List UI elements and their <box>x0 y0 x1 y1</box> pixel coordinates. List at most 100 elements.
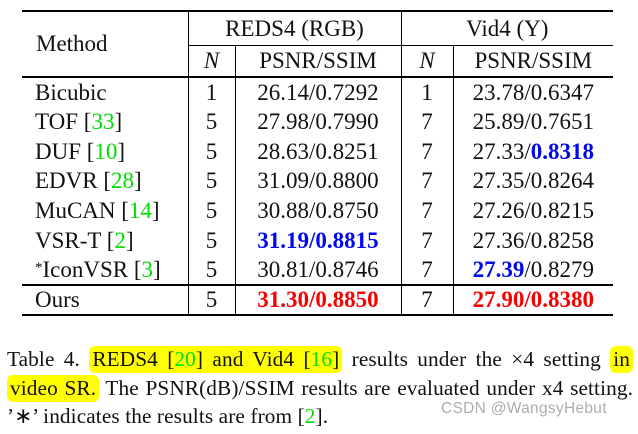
text-fragment: 31.30/0.8850 <box>257 287 379 312</box>
n-frames-cell: 5 <box>187 136 235 167</box>
text-fragment: /0.8279 <box>524 256 594 282</box>
psnr-ssim-cell: 30.88/0.8750 <box>234 195 401 226</box>
text-fragment: ] <box>134 168 142 194</box>
n-frames-cell: 7 <box>400 166 453 196</box>
text-fragment: 31.09/0.8800 <box>257 168 379 194</box>
table-group-header-row: Method REDS4 (RGB) Vid4 (Y) <box>22 11 614 78</box>
psnr-ssim-cell: 27.39/0.8279 <box>452 255 614 285</box>
watermark: CSDN @WangsyHebut <box>441 400 607 417</box>
n-frames-cell: 7 <box>400 195 453 226</box>
table-row-ours: Ours 5 31.30/0.8850 7 27.90/0.8380 <box>22 283 614 315</box>
text-fragment: ] <box>151 197 160 223</box>
text-fragment: 30.81/0.8746 <box>257 256 379 282</box>
table-row: DUF [10] 5 28.63/0.8251 7 27.33/0.8318 <box>22 136 614 167</box>
text-fragment: 27.39 <box>472 256 525 282</box>
caption-citation-number: 2 <box>304 404 316 428</box>
text-fragment: 26.14/0.7292 <box>257 79 379 105</box>
text-fragment: 25.89/0.7651 <box>472 108 594 134</box>
text-fragment: 31.19/0.8815 <box>257 227 379 253</box>
text-fragment: results under the ×4 setting <box>342 347 611 371</box>
method-cell: VSR-T [2] <box>22 225 188 255</box>
table-row: MuCAN [14] 5 30.88/0.8750 7 27.26/0.8215 <box>22 195 614 226</box>
text-fragment: REDS4 [ <box>92 347 175 371</box>
text-fragment: Bicubic <box>35 79 107 105</box>
table-row: TOF [33] 5 27.98/0.7990 7 25.89/0.7651 <box>22 106 614 137</box>
psnr-ssim-cell: 27.98/0.7990 <box>234 106 401 137</box>
text-fragment: 27.90/0.8380 <box>472 287 594 312</box>
text-fragment: 27.98/0.7990 <box>257 108 379 134</box>
table-row: *IconVSR [3] 5 30.81/0.8746 7 27.39/0.8279 <box>22 255 614 285</box>
method-cell: MuCAN [14] <box>22 196 188 226</box>
text-fragment: IconVSR [ <box>42 256 142 282</box>
caption-text: results under the ×4 setting <box>342 347 610 371</box>
citation-number: 2 <box>114 227 126 253</box>
col-group-vid4: Vid4 (Y) <box>400 11 614 46</box>
n-frames-cell: 5 <box>187 283 235 315</box>
n-frames-cell: 5 <box>187 255 235 285</box>
psnr-ssim-cell: 31.09/0.8800 <box>234 166 401 196</box>
text-fragment: MuCAN [ <box>35 197 129 223</box>
psnr-ssim-cell: 28.63/0.8251 <box>234 136 401 167</box>
psnr-ssim-cell: 27.26/0.8215 <box>452 195 614 226</box>
table-row: Bicubic 1 26.14/0.7292 1 23.78/0.6347 <box>22 77 614 107</box>
text-fragment: in video SR. <box>10 347 631 400</box>
psnr-ssim-cell: 31.30/0.8850 <box>234 283 401 315</box>
text-fragment: VSR-T [ <box>35 227 115 253</box>
psnr-ssim-cell: 27.90/0.8380 <box>452 283 614 315</box>
psnr-ssim-cell: 31.19/0.8815 <box>234 225 401 256</box>
psnr-ssim-cell: 27.33/0.8318 <box>452 136 614 167</box>
text-fragment: 27.36/0.8258 <box>472 227 594 253</box>
results-table: Method REDS4 (RGB) Vid4 (Y) N PSNR/SSIM … <box>22 10 614 316</box>
caption-citation-number: 20 <box>174 347 196 371</box>
text-fragment: ] <box>153 256 161 282</box>
method-cell: *IconVSR [3] <box>22 255 188 285</box>
citation-number: 10 <box>94 138 118 164</box>
col-header-n-vid4: N <box>400 45 453 78</box>
col-header-psnr-ssim-vid4: PSNR/SSIM <box>452 45 614 78</box>
text-fragment: ] <box>125 227 134 253</box>
col-header-n-reds4: N <box>187 45 235 78</box>
text-fragment: ] <box>332 347 340 371</box>
n-frames-cell: 5 <box>187 166 235 196</box>
text-fragment: ]. <box>315 404 329 428</box>
table-body: Bicubic 1 26.14/0.7292 1 23.78/0.6347 TOF [33… <box>22 77 614 315</box>
text-fragment: ] <box>114 108 123 134</box>
col-group-reds4: REDS4 (RGB) <box>187 11 401 46</box>
text-fragment: ] <box>117 138 126 164</box>
text-fragment: DUF [ <box>35 138 95 164</box>
n-frames-cell: 7 <box>400 283 453 315</box>
caption-citation-number: 16 <box>310 347 333 371</box>
method-cell: Bicubic <box>22 77 188 107</box>
text-fragment: 0.8318 <box>530 138 594 164</box>
psnr-ssim-cell: 26.14/0.7292 <box>234 77 401 107</box>
text-fragment: 27.33/ <box>472 138 531 164</box>
citation-number: 14 <box>128 197 152 223</box>
text-fragment: The PSNR(dB)/SSIM results are evaluated … <box>7 375 634 429</box>
citation-number: 33 <box>91 108 115 134</box>
table-caption: Table 4. REDS4 [20] and Vid4 [16] result… <box>7 345 634 431</box>
psnr-ssim-cell: 30.81/0.8746 <box>234 255 401 285</box>
text-fragment: ] and Vid4 [ <box>195 347 311 371</box>
n-frames-cell: 7 <box>400 106 453 137</box>
text-fragment: * <box>35 259 43 276</box>
psnr-ssim-cell: 27.36/0.8258 <box>452 225 614 256</box>
method-cell: EDVR [28] <box>22 166 188 196</box>
caption-text: Table 4. <box>7 347 89 371</box>
text-fragment: 27.35/0.8264 <box>472 168 594 194</box>
col-header-method: Method <box>22 11 188 78</box>
n-frames-cell: 7 <box>400 136 453 167</box>
text-fragment: 23.78/0.6347 <box>472 79 594 105</box>
citation-number: 3 <box>141 256 154 282</box>
text-fragment: TOF [ <box>35 108 92 134</box>
text-fragment: EDVR [ <box>35 168 112 194</box>
text-fragment: Table 4. <box>7 347 90 371</box>
psnr-ssim-cell: 23.78/0.6347 <box>452 77 614 107</box>
table-row: VSR-T [2] 5 31.19/0.8815 7 27.36/0.8258 <box>22 225 614 256</box>
table-subheader-row: N PSNR/SSIM N PSNR/SSIM <box>22 45 614 78</box>
psnr-ssim-cell: 25.89/0.7651 <box>452 106 614 137</box>
caption-text: The PSNR(dB)/SSIM results are evaluated … <box>7 376 633 429</box>
method-cell: TOF [33] <box>22 107 188 137</box>
n-frames-cell: 5 <box>187 106 235 137</box>
table-row: EDVR [28] 5 31.09/0.8800 7 27.35/0.8264 <box>22 166 614 196</box>
col-header-psnr-ssim-reds4: PSNR/SSIM <box>234 45 401 78</box>
